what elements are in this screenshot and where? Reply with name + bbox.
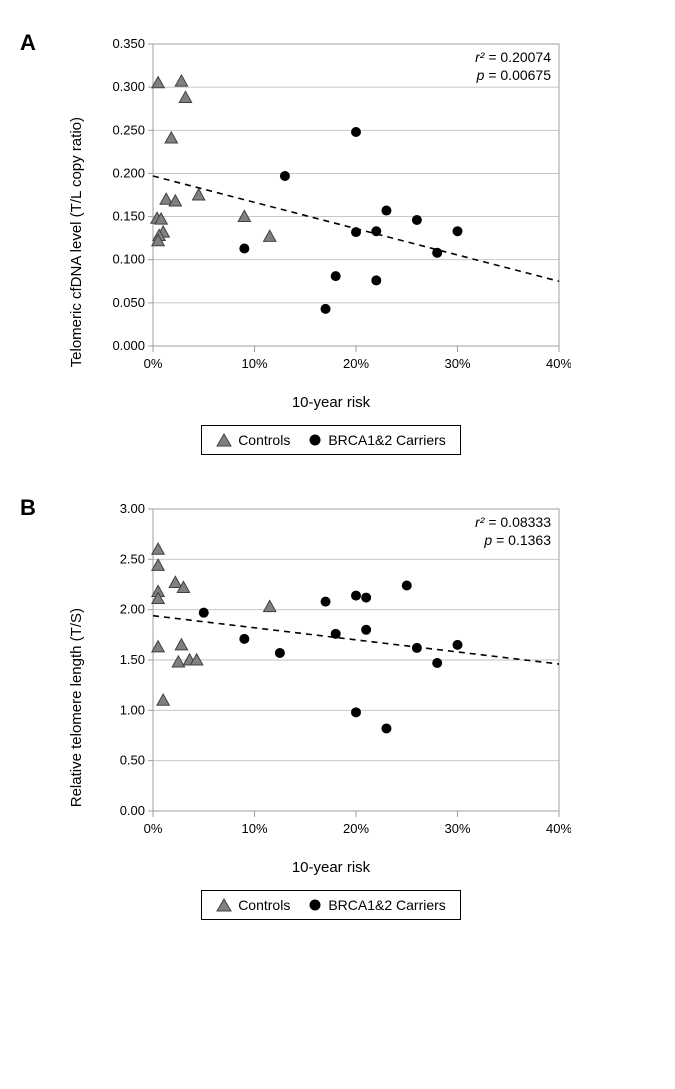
svg-text:3.00: 3.00 <box>120 501 145 516</box>
legend-a: Controls BRCA1&2 Carriers <box>201 425 461 455</box>
legend-b: Controls BRCA1&2 Carriers <box>201 890 461 920</box>
ylabel-a: Telomeric cfDNA level (T/L copy ratio) <box>68 117 85 367</box>
triangle-icon <box>216 433 232 447</box>
svg-text:r² = 0.08333: r² = 0.08333 <box>475 514 551 530</box>
svg-text:10%: 10% <box>241 356 267 371</box>
svg-text:0.250: 0.250 <box>112 122 145 137</box>
svg-text:0.150: 0.150 <box>112 209 145 224</box>
legend-controls-label: Controls <box>238 897 290 913</box>
ylabel-b: Relative telomere length (T/S) <box>68 608 85 807</box>
svg-text:20%: 20% <box>343 821 369 836</box>
svg-text:20%: 20% <box>343 356 369 371</box>
svg-text:0.050: 0.050 <box>112 295 145 310</box>
xlabel-a: 10-year risk <box>292 394 370 411</box>
svg-text:r² = 0.20074: r² = 0.20074 <box>475 49 551 65</box>
panel-b: B Relative telomere length (T/S) 0.00 0.5… <box>20 495 655 920</box>
legend-controls-a: Controls <box>216 432 290 448</box>
svg-text:30%: 30% <box>444 821 470 836</box>
svg-text:40%: 40% <box>546 356 571 371</box>
scatter-plot-b: 0.00 0.50 1.00 1.50 2.00 2.50 3.00 0% 10% 20% 30% 4… <box>91 495 571 855</box>
panel-a: A Telomeric cfDNA level (T/L copy ratio)… <box>20 30 655 455</box>
triangle-icon <box>216 898 232 912</box>
circle-icon <box>308 898 322 912</box>
legend-controls-b: Controls <box>216 897 290 913</box>
svg-text:0.350: 0.350 <box>112 36 145 51</box>
svg-text:p = 0.00675: p = 0.00675 <box>476 67 552 83</box>
legend-controls-label: Controls <box>238 432 290 448</box>
svg-text:0.50: 0.50 <box>120 753 145 768</box>
svg-text:40%: 40% <box>546 821 571 836</box>
circle-icon <box>308 433 322 447</box>
svg-text:0%: 0% <box>144 821 163 836</box>
svg-text:0.00: 0.00 <box>120 803 145 818</box>
svg-text:30%: 30% <box>444 356 470 371</box>
svg-text:0.300: 0.300 <box>112 79 145 94</box>
svg-text:2.50: 2.50 <box>120 551 145 566</box>
svg-text:0.000: 0.000 <box>112 338 145 353</box>
panel-label-a: A <box>20 30 36 56</box>
svg-text:2.00: 2.00 <box>120 602 145 617</box>
svg-text:p = 0.1363: p = 0.1363 <box>483 532 551 548</box>
legend-carriers-b: BRCA1&2 Carriers <box>308 897 445 913</box>
svg-text:1.50: 1.50 <box>120 652 145 667</box>
legend-carriers-label: BRCA1&2 Carriers <box>328 897 445 913</box>
legend-carriers-a: BRCA1&2 Carriers <box>308 432 445 448</box>
legend-carriers-label: BRCA1&2 Carriers <box>328 432 445 448</box>
svg-text:1.00: 1.00 <box>120 702 145 717</box>
scatter-plot-a: 0.000 0.050 0.100 0.150 0.200 0.250 0.300 0.350… <box>91 30 571 390</box>
svg-text:0%: 0% <box>144 356 163 371</box>
svg-text:0.100: 0.100 <box>112 252 145 267</box>
xlabel-b: 10-year risk <box>292 859 370 876</box>
svg-text:10%: 10% <box>241 821 267 836</box>
panel-label-b: B <box>20 495 36 521</box>
svg-text:0.200: 0.200 <box>112 165 145 180</box>
